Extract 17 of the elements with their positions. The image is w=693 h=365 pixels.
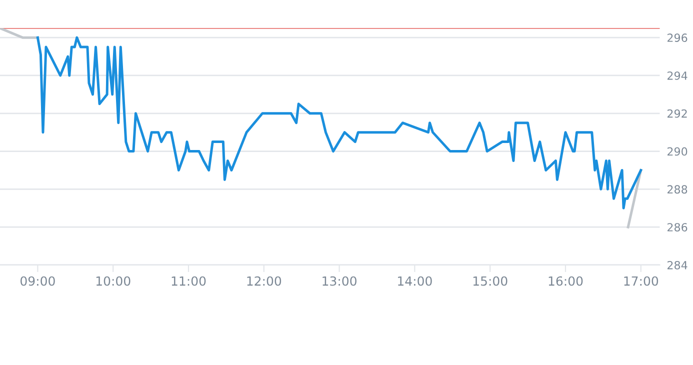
x-tick-label: 12:00	[247, 276, 282, 286]
line-series	[36, 36, 642, 210]
x-tick-label: 17:00	[624, 276, 658, 286]
y-tick-label: 294	[667, 71, 688, 80]
x-tick-label: 15:00	[473, 276, 508, 286]
y-tick-label: 284	[667, 260, 688, 270]
x-tick-label: 14:00	[398, 276, 432, 286]
x-tick-label: 13:00	[322, 276, 356, 286]
x-tick-label: 11:00	[172, 276, 206, 286]
y-tick-label: 292	[667, 109, 687, 118]
x-tick-label: 16:00	[548, 276, 583, 286]
y-tick-label: 286	[667, 223, 688, 232]
y-tick-label: 288	[667, 185, 688, 194]
x-tick-label: 09:00	[20, 276, 55, 286]
y-tick-label: 290	[667, 147, 688, 156]
y-tick-label: 296	[667, 34, 688, 42]
x-tick-label: 10:00	[96, 276, 130, 286]
